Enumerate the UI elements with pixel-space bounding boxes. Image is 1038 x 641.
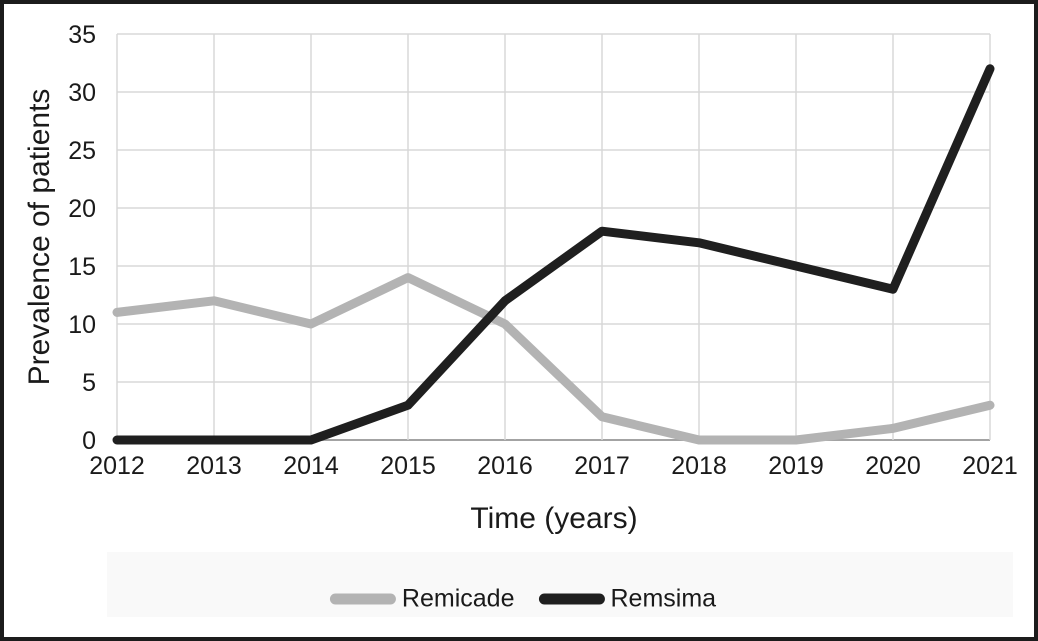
remsima-line-swatch	[538, 593, 605, 605]
legend-background-band	[107, 552, 1013, 617]
legend-label-remicade: Remicade	[401, 584, 515, 613]
y-tick-label-25: 25	[68, 137, 96, 165]
y-tick-label-30: 30	[68, 79, 96, 107]
x-tick-label-2016: 2016	[477, 452, 533, 480]
series-line-remsima	[112, 64, 995, 445]
legend-label-remsima: Remsima	[610, 584, 717, 613]
x-tick-label-2013: 2013	[186, 452, 242, 480]
y-tick-label-5: 5	[82, 369, 96, 397]
series-line-remicade	[112, 273, 995, 445]
x-tick-label-2020: 2020	[865, 452, 921, 480]
x-tick-label-2012: 2012	[89, 452, 145, 480]
legend-item-remicade: Remicade	[329, 584, 515, 614]
x-axis-title: Time (years)	[470, 502, 638, 535]
y-tick-label-15: 15	[68, 253, 96, 281]
x-tick-label-2019: 2019	[768, 452, 824, 480]
y-tick-label-20: 20	[68, 195, 96, 223]
x-tick-label-2021: 2021	[962, 452, 1018, 480]
x-tick-label-2017: 2017	[574, 452, 630, 480]
legend-item-remsima: Remsima	[538, 585, 716, 614]
x-tick-label-2015: 2015	[380, 452, 436, 480]
y-tick-label-10: 10	[68, 311, 96, 339]
y-axis-title: Prevalence of patients	[23, 88, 56, 386]
x-tick-label-2018: 2018	[671, 452, 727, 480]
y-tick-label-0: 0	[82, 427, 96, 455]
remicade-line-swatch	[329, 593, 396, 605]
x-tick-label-2014: 2014	[283, 452, 339, 480]
legend: Remicade Remsima	[329, 584, 716, 614]
y-tick-label-35: 35	[68, 21, 96, 49]
